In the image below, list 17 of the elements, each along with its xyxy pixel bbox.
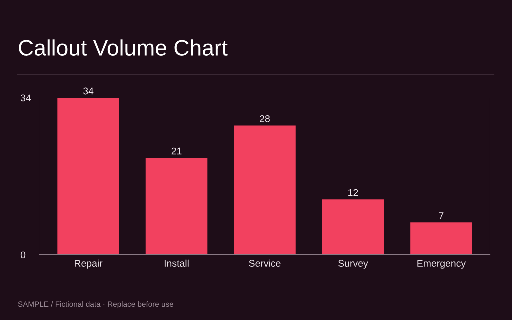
y-tick-label: 0 <box>20 252 26 259</box>
data-label: 21 <box>172 148 182 155</box>
x-tick-label: Repair <box>75 260 103 269</box>
x-tick-label: Install <box>164 260 189 267</box>
data-label: 12 <box>348 189 358 196</box>
x-tick-label: Emergency <box>418 260 466 269</box>
chart-title: Callout Volume Chart <box>19 40 228 56</box>
bar <box>58 98 120 255</box>
bar <box>146 158 208 255</box>
data-label: 34 <box>83 88 94 95</box>
x-tick-label: Survey <box>338 260 368 269</box>
data-label: 28 <box>260 116 270 122</box>
x-tick-label: Service <box>249 260 281 267</box>
bar <box>322 200 384 255</box>
data-label: 7 <box>439 212 444 220</box>
bar <box>410 222 472 255</box>
bar <box>234 126 296 255</box>
